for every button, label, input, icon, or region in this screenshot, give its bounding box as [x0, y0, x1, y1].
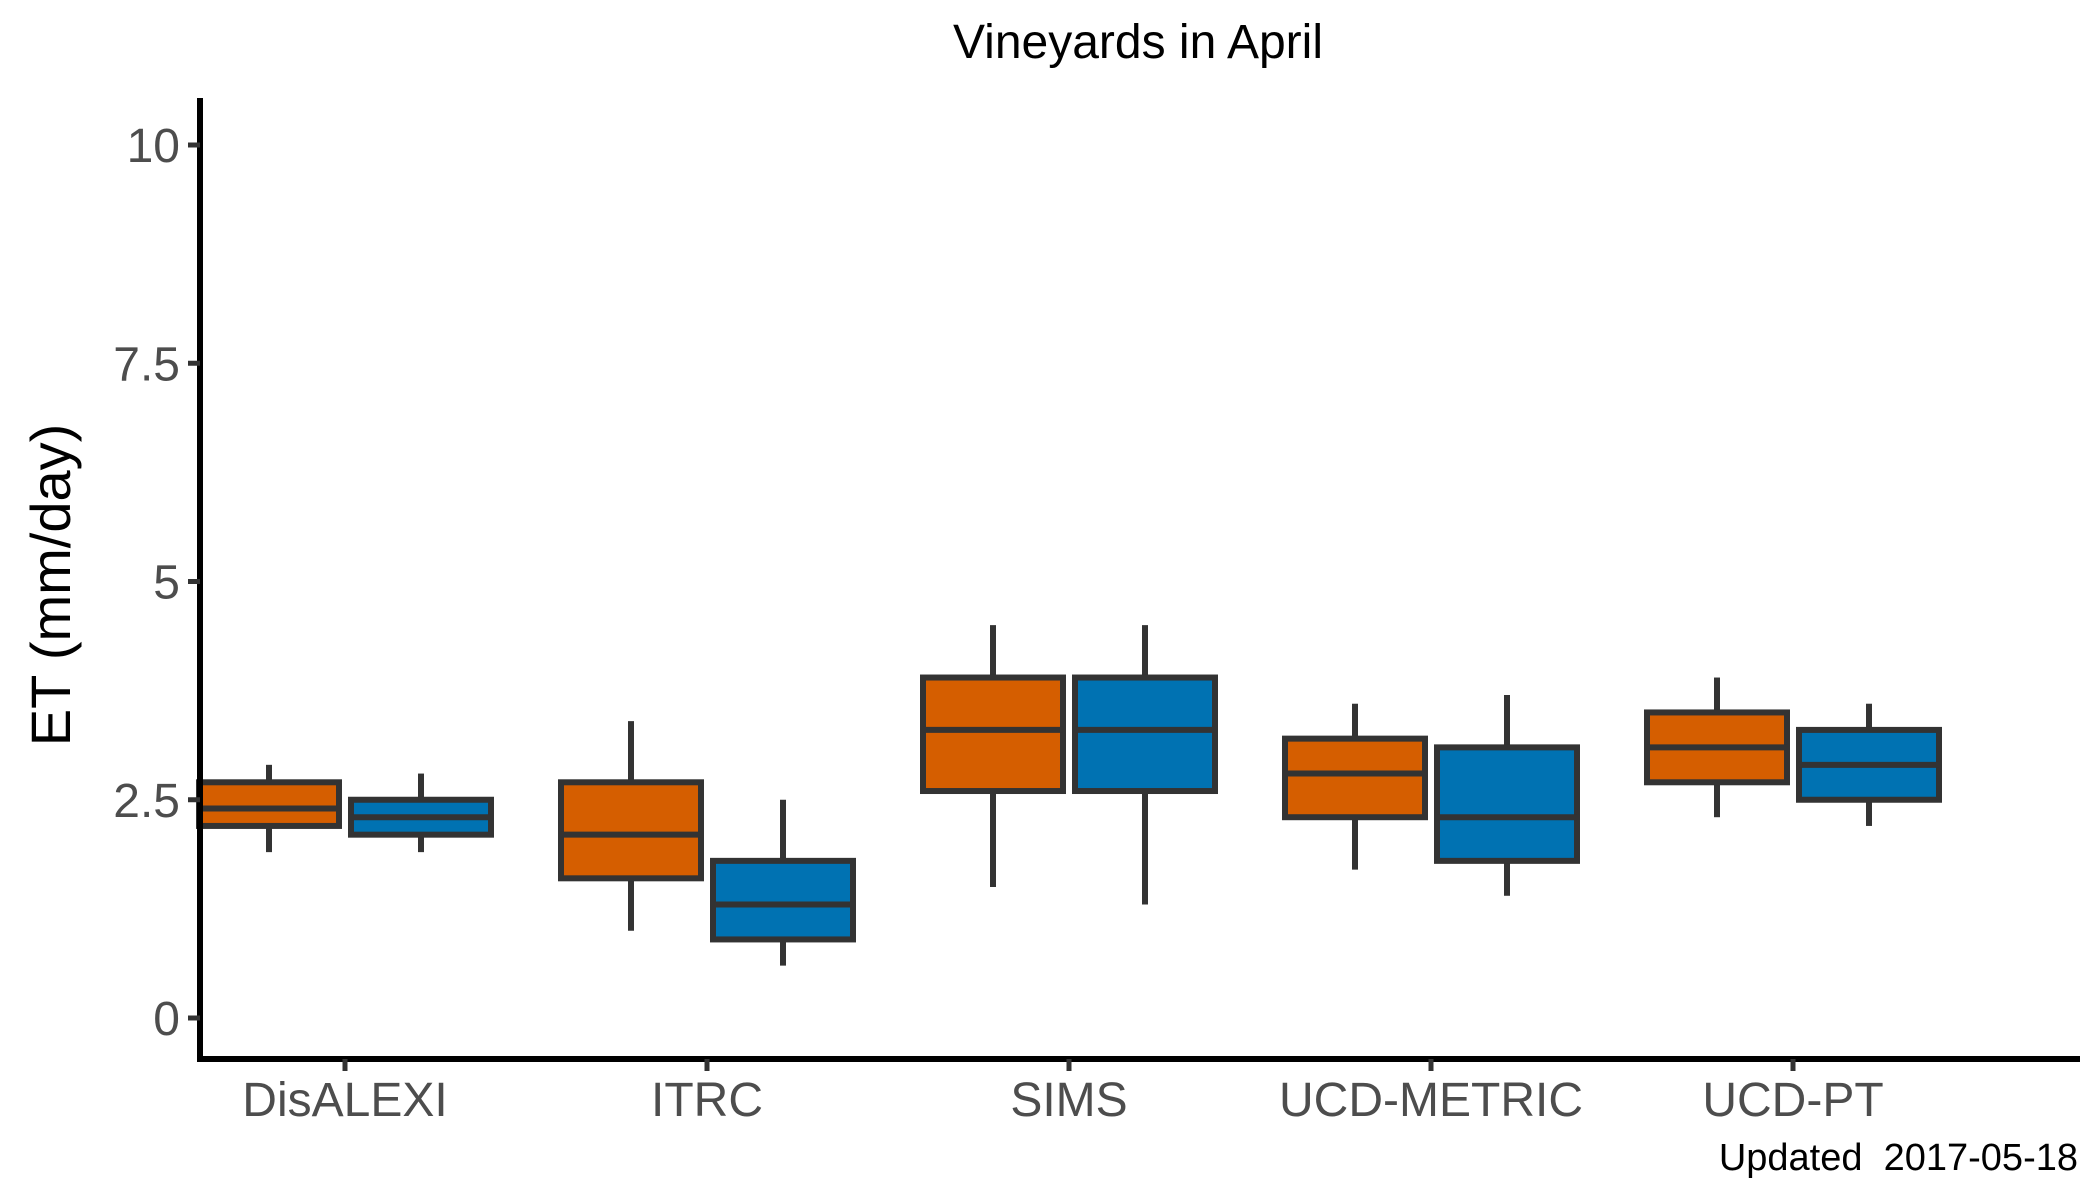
box-ucd-pt-1 — [1796, 703, 1942, 826]
box-iqr — [558, 779, 704, 882]
box-ucd-metric-0 — [1282, 703, 1428, 870]
plot-area — [196, 625, 1942, 966]
axes: 0 2.5 5 7.5 10 DisALEXI ITRC SIMS UCD-METRIC UCD-… — [113, 120, 1883, 1127]
y-tick-label: 0 — [153, 993, 180, 1046]
y-axis-label: ET (mm/day) — [19, 424, 82, 747]
box-disalexi-1 — [348, 773, 494, 853]
y-tick-label: 2.5 — [113, 775, 180, 828]
box-ucd-metric-1 — [1434, 694, 1580, 896]
box-itrc-1 — [710, 799, 856, 966]
x-tick-label: SIMS — [1010, 1074, 1127, 1127]
y-tick-label: 5 — [153, 557, 180, 610]
box-iqr — [1282, 735, 1428, 821]
chart-title: Vineyards in April — [953, 16, 1323, 69]
box-iqr — [1434, 744, 1580, 864]
y-tick-label: 7.5 — [113, 338, 180, 391]
box-iqr — [1072, 674, 1218, 795]
caption: Updated 2017-05-18 — [1719, 1137, 2078, 1179]
box-iqr — [920, 674, 1066, 795]
box-iqr — [710, 857, 856, 943]
x-tick-label: UCD-METRIC — [1279, 1074, 1583, 1127]
x-tick-label: DisALEXI — [242, 1074, 447, 1127]
box-iqr — [196, 779, 342, 829]
x-tick-label: ITRC — [651, 1074, 763, 1127]
y-tick-label: 10 — [127, 120, 180, 173]
box-sims-0 — [920, 625, 1066, 888]
box-itrc-0 — [558, 721, 704, 931]
box-ucd-pt-0 — [1644, 677, 1790, 818]
x-tick-label: UCD-PT — [1702, 1074, 1883, 1127]
box-sims-1 — [1072, 625, 1218, 905]
